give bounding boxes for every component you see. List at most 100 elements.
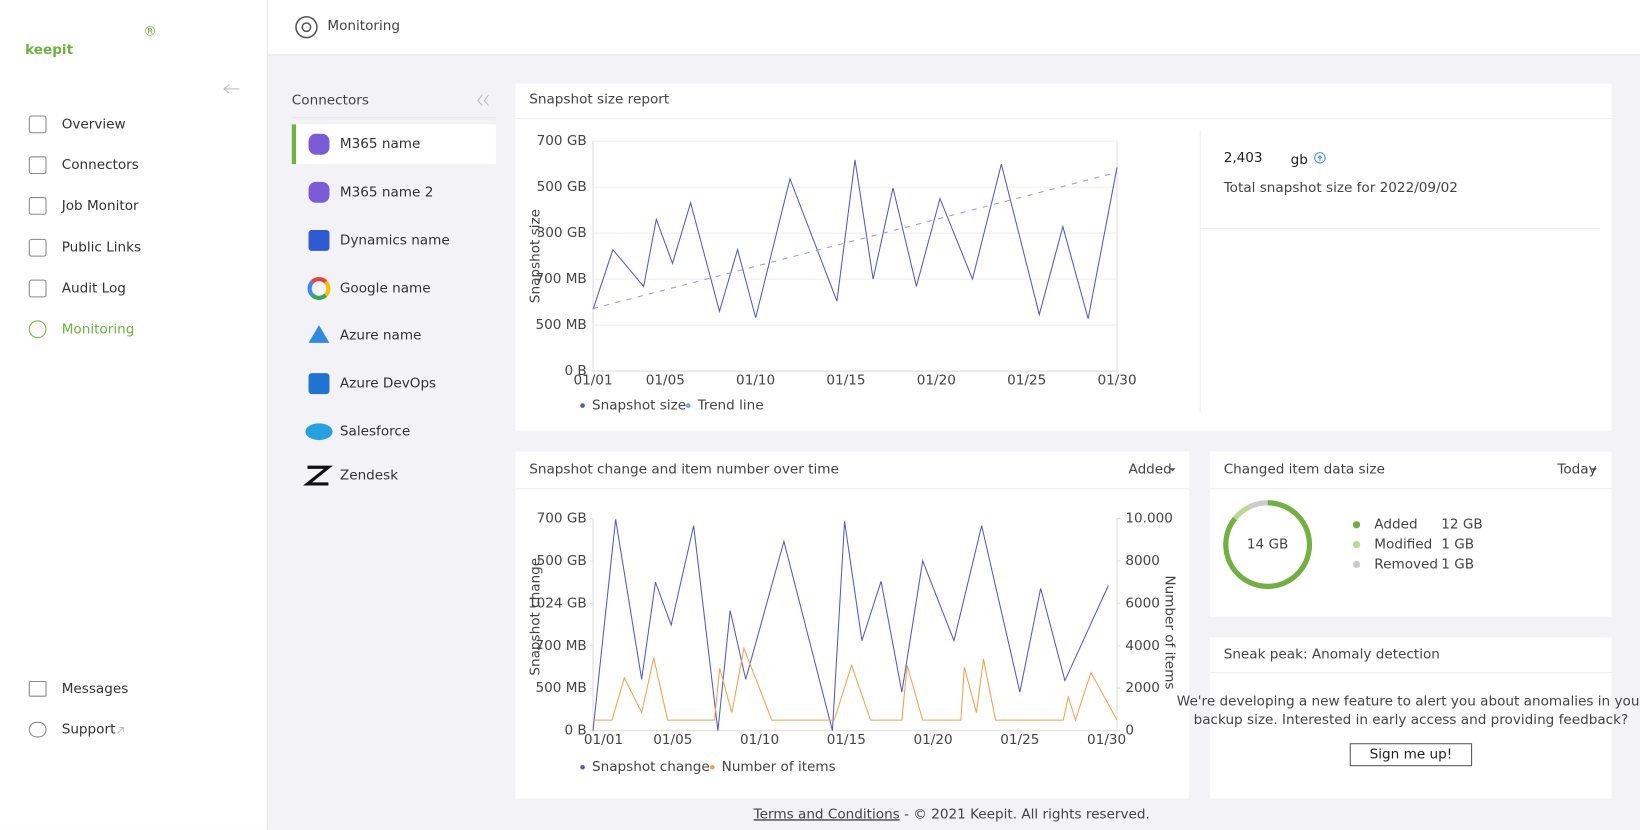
- y-tick-label: 500 MB: [535, 317, 586, 333]
- info-icon[interactable]: [1314, 152, 1326, 164]
- x-tick-label: 01/15: [827, 732, 866, 748]
- card: [515, 451, 1190, 799]
- page-title: Monitoring: [327, 18, 400, 34]
- summary-unit: gb: [1291, 152, 1308, 168]
- dropdown[interactable]: Added: [1129, 461, 1172, 477]
- legend-label: Modified: [1374, 537, 1432, 553]
- series-line: [592, 159, 1118, 319]
- connector-item[interactable]: Dynamics name: [340, 232, 450, 248]
- footer-text: - © 2021 Keepit. All rights reserved.: [900, 806, 1150, 822]
- x-tick-label: 01/20: [917, 372, 956, 388]
- legend-dot: [709, 764, 715, 770]
- card: [1210, 451, 1612, 617]
- legend-dot: [1352, 560, 1361, 569]
- logo-mark: ®: [143, 23, 157, 39]
- y-tick-label: 0 B: [564, 723, 586, 739]
- legend-label: Snapshot change: [592, 759, 710, 775]
- card: [1210, 637, 1612, 799]
- x-tick-label: 01/10: [740, 732, 779, 748]
- y-axis-label: Snapshot change: [527, 558, 543, 676]
- nav-item[interactable]: Monitoring: [62, 321, 135, 337]
- nav-icon: [28, 238, 47, 257]
- y2-tick-label: 10.000: [1125, 510, 1173, 526]
- nav-item[interactable]: Messages: [62, 681, 129, 697]
- legend-label: Trend line: [697, 398, 764, 414]
- legend-dot: [685, 403, 691, 408]
- y2-axis-label: Number of items: [1161, 575, 1177, 689]
- x-tick-label: 01/25: [1000, 732, 1039, 748]
- terms-link[interactable]: Terms and Conditions: [753, 806, 900, 822]
- x-tick-label: 01/25: [1007, 372, 1046, 388]
- nav-item[interactable]: Job Monitor: [61, 198, 139, 214]
- y-tick-label: 700 MB: [535, 271, 586, 287]
- selected-bar: [291, 124, 296, 165]
- nav-icon: [28, 197, 47, 215]
- collapse-arrow[interactable]: [223, 84, 240, 94]
- x-tick-label: 01/01: [573, 372, 612, 388]
- y2-tick-label: 4000: [1125, 638, 1160, 654]
- connector-item[interactable]: Zendesk: [340, 468, 398, 484]
- y-tick-label: 700 GB: [537, 133, 587, 149]
- connector-icon: [307, 280, 314, 297]
- anomaly-text: We're developing a new feature to alert …: [1177, 693, 1640, 709]
- y-tick-label: 0 B: [564, 363, 586, 379]
- donut-center: 14 GB: [1247, 537, 1288, 553]
- sign-up-button[interactable]: [1349, 743, 1473, 767]
- topbar: [267, 0, 1640, 55]
- info-icon-arrow: [1317, 155, 1323, 161]
- legend-dot: [580, 403, 585, 408]
- nav-item[interactable]: Audit Log: [62, 281, 126, 297]
- connector-item[interactable]: M365 name: [340, 136, 420, 152]
- nav-item[interactable]: Support: [62, 722, 116, 738]
- connector-icon: [308, 325, 330, 343]
- legend-label: Number of items: [722, 759, 836, 775]
- y2-tick-label: 0: [1125, 723, 1134, 739]
- nav-item[interactable]: Public Links: [62, 240, 141, 256]
- connector-item[interactable]: M365 name 2: [340, 184, 433, 200]
- donut-segment: [1223, 500, 1313, 589]
- nav-icon: [28, 721, 47, 738]
- logo: keepit: [25, 42, 73, 58]
- nav-icon: [28, 279, 47, 298]
- dropdown-caret[interactable]: [1590, 468, 1598, 472]
- nav-icon: [28, 320, 47, 339]
- dropdown[interactable]: Today: [1556, 461, 1596, 477]
- series-line: [593, 646, 1118, 722]
- connector-icon: [308, 373, 330, 395]
- nav-item[interactable]: Connectors: [62, 157, 139, 173]
- card-title: Snapshot change and item number over tim…: [529, 461, 839, 477]
- x-tick-label: 01/05: [653, 732, 692, 748]
- connector-item[interactable]: Salesforce: [340, 424, 410, 440]
- value-label: 1 GB: [1441, 556, 1474, 572]
- dropdown-caret[interactable]: [1169, 468, 1176, 472]
- nav-icon: [28, 681, 47, 697]
- connector-icon: [310, 277, 328, 284]
- card-title: Sneak peak: Anomaly detection: [1224, 646, 1440, 662]
- connector-icon: [303, 465, 333, 486]
- card-title: Changed item data size: [1224, 461, 1385, 477]
- y2-tick-label: 8000: [1125, 553, 1160, 569]
- x-tick-label: 01/20: [914, 732, 953, 748]
- collapse-connectors[interactable]: [477, 94, 489, 106]
- x-tick-label: 01/30: [1097, 372, 1136, 388]
- donut-segment: [1248, 500, 1268, 510]
- legend-label: Removed: [1374, 556, 1438, 572]
- connector-icon: [308, 133, 330, 155]
- legend-dot: [1352, 521, 1361, 529]
- button-label[interactable]: Sign me up!: [1370, 747, 1453, 763]
- connector-icon: [324, 280, 331, 297]
- series-line: [592, 519, 1109, 731]
- connector-item[interactable]: Azure name: [340, 328, 422, 344]
- y-tick-label: 700 GB: [537, 510, 587, 526]
- anomaly-text: backup size. Interested in early access …: [1194, 712, 1629, 728]
- connector-item[interactable]: Google name: [340, 281, 431, 297]
- x-tick-label: 01/30: [1087, 732, 1126, 748]
- y-tick-label: 1024 GB: [528, 595, 587, 611]
- y-tick-label: 300 GB: [537, 225, 587, 241]
- card-title: Snapshot size report: [529, 91, 669, 107]
- y2-tick-label: 2000: [1125, 680, 1160, 696]
- nav-item[interactable]: Overview: [62, 116, 126, 132]
- value-label: 12 GB: [1441, 517, 1482, 533]
- connector-item[interactable]: Azure DevOps: [340, 376, 436, 392]
